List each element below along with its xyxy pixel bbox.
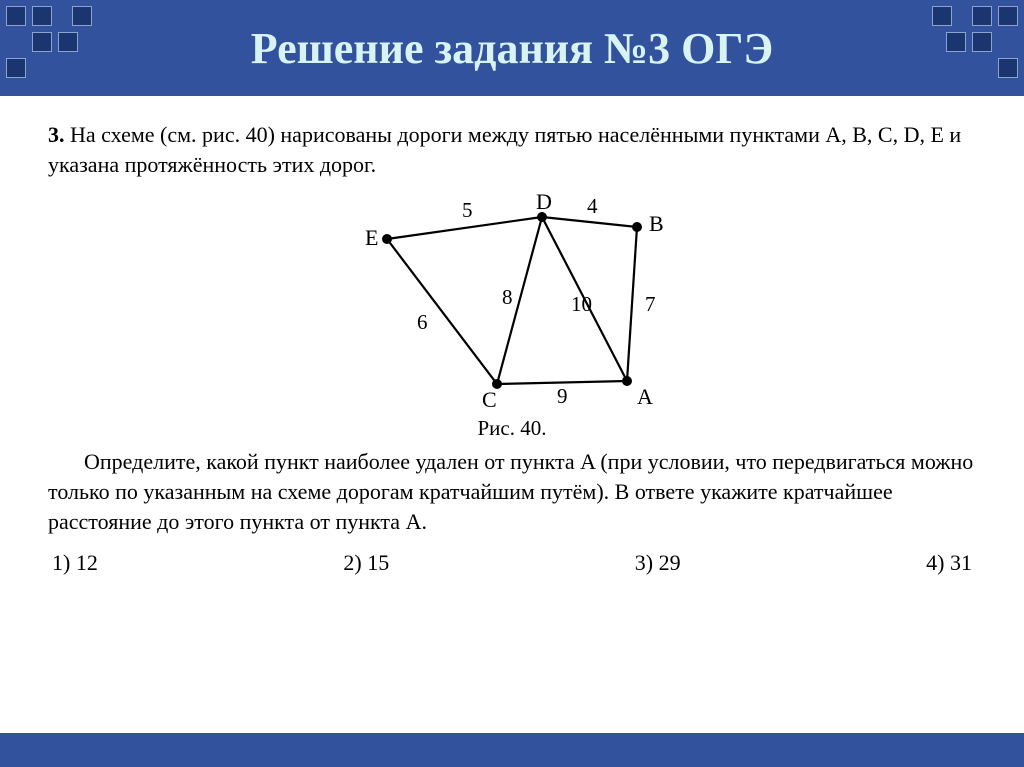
graph-edge	[387, 239, 497, 384]
problem-intro: 3. На схеме (см. рис. 40) нарисованы дор…	[48, 120, 976, 179]
edge-weight: 7	[645, 292, 656, 316]
answer-option-1: 1) 12	[52, 550, 98, 576]
decor-squares-left	[0, 0, 120, 96]
figure-caption: Рис. 40.	[478, 416, 547, 441]
answer-options: 1) 12 2) 15 3) 29 4) 31	[48, 550, 976, 576]
slide-header: Решение задания №3 ОГЭ	[0, 0, 1024, 96]
diagram-container: 5 4 6 8 10 7 9 E D B C A Рис. 40.	[48, 189, 976, 441]
node-label: A	[637, 384, 653, 409]
answer-option-2: 2) 15	[343, 550, 389, 576]
graph-diagram: 5 4 6 8 10 7 9 E D B C A	[327, 189, 697, 414]
problem-number: 3.	[48, 122, 65, 147]
edge-weight: 9	[557, 384, 568, 408]
slide-footer	[0, 733, 1024, 767]
node-label: C	[482, 387, 497, 412]
edge-weight: 10	[571, 292, 592, 316]
edge-weight: 6	[417, 310, 428, 334]
problem-intro-text: На схеме (см. рис. 40) нарисованы дороги…	[48, 122, 961, 177]
node-label: B	[649, 211, 664, 236]
answer-option-3: 3) 29	[635, 550, 681, 576]
graph-node	[382, 234, 392, 244]
graph-edge	[542, 217, 637, 227]
decor-squares-right	[904, 0, 1024, 96]
problem-question: Определите, какой пункт наиболее удален …	[48, 447, 976, 536]
answer-option-4: 4) 31	[926, 550, 972, 576]
graph-node	[632, 222, 642, 232]
problem-content: 3. На схеме (см. рис. 40) нарисованы дор…	[0, 96, 1024, 576]
edge-weight: 5	[462, 198, 473, 222]
edge-weight: 4	[587, 194, 598, 218]
edge-weight: 8	[502, 285, 513, 309]
node-label: D	[536, 189, 552, 214]
slide-title: Решение задания №3 ОГЭ	[251, 23, 773, 74]
graph-edge	[627, 227, 637, 381]
graph-node	[622, 376, 632, 386]
node-label: E	[365, 225, 378, 250]
